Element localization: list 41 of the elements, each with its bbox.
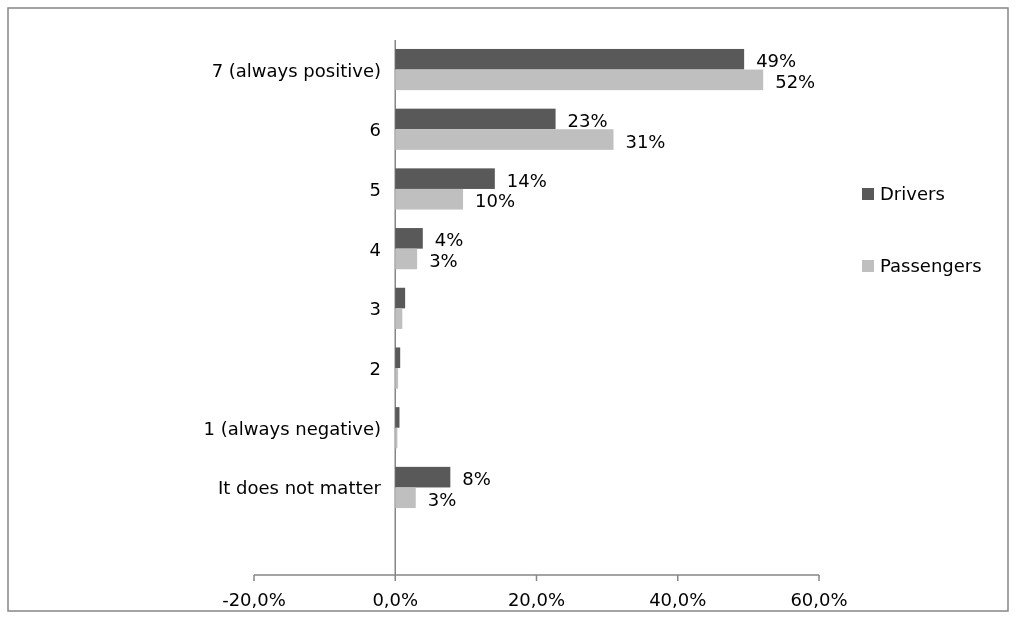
data-label: 31% (625, 130, 666, 152)
bar (395, 487, 416, 509)
x-tick-label: 40,0% (649, 589, 707, 610)
data-label: 8% (462, 468, 491, 490)
legend-label: Passengers (880, 255, 982, 276)
bar (395, 69, 764, 91)
data-label: 10% (475, 190, 516, 212)
x-tick-label: 20,0% (507, 589, 566, 610)
legend-label: Drivers (880, 183, 945, 204)
data-label: 3% (427, 488, 457, 510)
y-tick-label: 3 (369, 298, 381, 320)
y-tick-label: 6 (369, 119, 381, 141)
bar (395, 407, 400, 428)
bar (395, 347, 401, 369)
bar (395, 308, 403, 329)
y-tick-label: 1 (always negative) (203, 417, 381, 439)
bar (395, 427, 398, 449)
y-tick-label: 2 (369, 358, 381, 380)
x-tick-label: 0,0% (372, 589, 419, 610)
bar (395, 368, 399, 389)
data-label: 49% (756, 50, 797, 72)
data-label: 4% (434, 229, 464, 251)
y-tick-label: 5 (369, 178, 381, 200)
bar (395, 108, 556, 130)
bar (395, 228, 423, 249)
bar (395, 48, 745, 70)
y-tick-label: 4 (369, 238, 381, 260)
bar (395, 248, 418, 270)
data-label: 23% (567, 109, 608, 131)
bar (395, 287, 406, 309)
y-tick-label: It does not matter (217, 477, 382, 499)
bar (395, 466, 451, 488)
data-label: 3% (429, 249, 458, 271)
bar (395, 188, 464, 210)
bar (395, 168, 495, 189)
data-label: 14% (506, 169, 547, 191)
bar (395, 129, 614, 150)
x-tick-label: -20,0% (222, 589, 286, 610)
x-tick-label: 60,0% (790, 589, 848, 610)
y-tick-label: 7 (always positive) (211, 59, 381, 81)
data-label: 52% (775, 70, 816, 92)
